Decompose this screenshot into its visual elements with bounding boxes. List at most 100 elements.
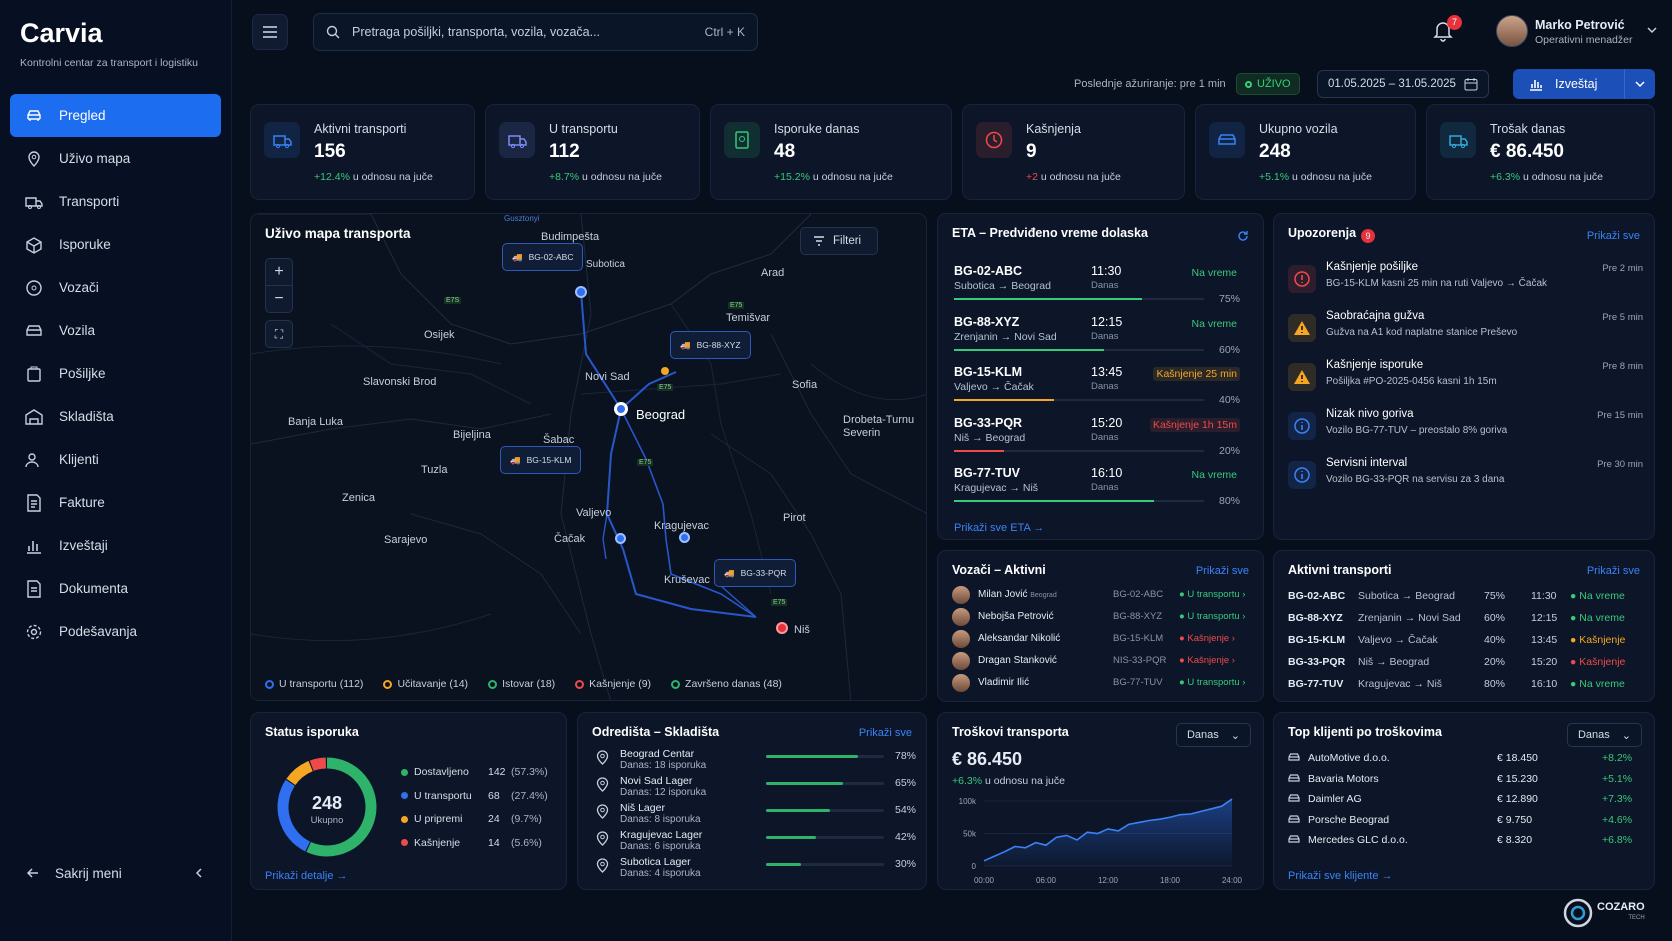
- sidebar-item-isporuke[interactable]: Isporuke: [10, 223, 221, 266]
- vehicle-marker[interactable]: [575, 286, 587, 298]
- kpi-card[interactable]: U transportu 112 +8.7% u odnosu na juče: [485, 104, 700, 200]
- clients-period-select[interactable]: Danas ⌄: [1566, 723, 1642, 747]
- costs-card: Troškovi transporta Danas ⌄ € 86.450 +6.3…: [937, 712, 1264, 890]
- donut-slice[interactable]: [309, 757, 327, 771]
- kpi-label: U transportu: [549, 122, 618, 136]
- driver-row[interactable]: Aleksandar Nikolić BG-15-KLM ● Kašnjenje ›: [952, 630, 1250, 650]
- active-transport-row[interactable]: BG-33-PQR Niš → Beograd 20% 15:20 ● Kašnjenj…: [1288, 653, 1643, 673]
- destination-row[interactable]: Novi Sad Lager Danas: 12 isporuka 65%: [596, 775, 916, 802]
- kpi-card[interactable]: Trošak danas € 86.450 +6.3% u odnosu na ju…: [1426, 104, 1655, 200]
- live-map-card[interactable]: Uživo mapa transporta Filteri + − ⛶ Budi…: [250, 213, 927, 701]
- chevron-down-icon[interactable]: [1635, 80, 1645, 88]
- destination-row[interactable]: Niš Lager Danas: 8 isporuka 54%: [596, 802, 916, 829]
- active-transport-row[interactable]: BG-88-XYZ Zrenjanin → Novi Sad 60% 12:15 ● N…: [1288, 609, 1643, 629]
- report-button[interactable]: Izveštaj: [1513, 69, 1655, 99]
- destination-row[interactable]: Subotica Lager Danas: 4 isporuka 30%: [596, 856, 916, 883]
- driver-status: ● U transportu ›: [1179, 677, 1246, 688]
- truck-tag[interactable]: 🚚 BG-02-ABC: [502, 243, 584, 271]
- driver-row[interactable]: Vladimir Ilić BG-77-TUV ● U transportu ›: [952, 674, 1250, 694]
- alert-item[interactable]: Kašnjenje isporuke Pošiljka #PO-2025-0456…: [1288, 359, 1643, 407]
- eta-row[interactable]: BG-88-XYZ Zrenjanin → Novi Sad 12:15 Danas N…: [954, 315, 1240, 365]
- eta-row[interactable]: BG-33-PQR Niš → Beograd 15:20 Danas Kašnjenj…: [954, 416, 1240, 466]
- truck-tag[interactable]: 🚚 BG-15-KLM: [500, 446, 582, 474]
- vehicle-marker[interactable]: [679, 532, 690, 543]
- eta-row[interactable]: BG-02-ABC Subotica → Beograd 11:30 Danas Na …: [954, 264, 1240, 314]
- map-filter-button[interactable]: Filteri: [800, 227, 878, 255]
- user-avatar[interactable]: [1496, 15, 1528, 47]
- costs-period-select[interactable]: Danas ⌄: [1175, 723, 1251, 747]
- client-row[interactable]: AutoMotive d.o.o. € 18.450 +8.2%: [1288, 749, 1643, 769]
- fullscreen-button[interactable]: ⛶: [265, 320, 293, 348]
- truck-tag[interactable]: 🚚 BG-88-XYZ: [670, 331, 751, 359]
- destinations-show-all-link[interactable]: Prikaži sve: [858, 727, 912, 739]
- eta-show-all-link[interactable]: Prikaži sve ETA →: [954, 522, 1045, 534]
- client-row[interactable]: Daimler AG € 12.890 +7.3%: [1288, 790, 1643, 810]
- active-transport-row[interactable]: BG-02-ABC Subotica → Beograd 75% 11:30 ● Na …: [1288, 587, 1643, 607]
- search-input[interactable]: Pretraga pošiljki, transporta, vozila, v…: [313, 13, 758, 51]
- legend-item[interactable]: Učitavanje (14): [383, 678, 468, 690]
- drivers-show-all-link[interactable]: Prikaži sve: [1195, 565, 1249, 577]
- driver-row[interactable]: Milan Jović Beograd BG-02-ABC ● U transpor…: [952, 586, 1250, 606]
- sidebar-item-fakture[interactable]: Fakture: [10, 481, 221, 524]
- legend-item[interactable]: Istovar (18): [488, 678, 555, 690]
- alert-item[interactable]: Kašnjenje pošiljke BG-15-KLM kasni 25 min…: [1288, 261, 1643, 309]
- donut-slice[interactable]: [306, 757, 377, 857]
- sidebar-item-posiljke[interactable]: Pošiljke: [10, 352, 221, 395]
- delay-marker[interactable]: [776, 622, 788, 634]
- eta-row[interactable]: BG-15-KLM Valjevo → Čačak 13:45 Danas Kašnje…: [954, 365, 1240, 415]
- menu-toggle-button[interactable]: [252, 14, 288, 50]
- clients-show-all-link[interactable]: Prikaži sve klijente →: [1288, 870, 1393, 882]
- sidebar-item-pregled[interactable]: Pregled: [10, 94, 221, 137]
- alert-item[interactable]: Saobraćajna gužva Gužva na A1 kod naplatn…: [1288, 310, 1643, 358]
- driver-row[interactable]: Dragan Stanković NIS-33-PQR ● Kašnjenje ›: [952, 652, 1250, 672]
- client-row[interactable]: Porsche Beograd € 9.750 +4.6%: [1288, 811, 1643, 831]
- driver-row[interactable]: Nebojša Petrović BG-88-XYZ ● U transportu …: [952, 608, 1250, 628]
- kpi-card[interactable]: Kašnjenja 9 +2 u odnosu na juče: [962, 104, 1185, 200]
- active-show-all-link[interactable]: Prikaži sve: [1586, 565, 1640, 577]
- invoice-icon: [25, 493, 43, 512]
- status-details-link[interactable]: Prikaži detalje →: [265, 870, 348, 882]
- donut-slice[interactable]: [286, 761, 313, 786]
- zoom-out-button[interactable]: −: [265, 285, 293, 313]
- hide-menu-button[interactable]: Sakrij meni: [25, 865, 205, 881]
- client-row[interactable]: Bavaria Motors € 15.230 +5.1%: [1288, 770, 1643, 790]
- sidebar-item-izvestaji[interactable]: Izveštaji: [10, 524, 221, 567]
- user-name[interactable]: Marko Petrović: [1535, 18, 1625, 32]
- alert-item[interactable]: Nizak nivo goriva Vozilo BG-77-TUV – preo…: [1288, 408, 1643, 456]
- truck-tag[interactable]: 🚚 BG-33-PQR: [714, 559, 797, 587]
- refresh-icon[interactable]: [1237, 230, 1249, 242]
- alerts-show-all-link[interactable]: Prikaži sve: [1586, 230, 1640, 242]
- zoom-in-button[interactable]: +: [265, 258, 293, 286]
- client-row[interactable]: Mercedes GLC d.o.o. € 8.320 +6.8%: [1288, 831, 1643, 851]
- sidebar-item-klijenti[interactable]: Klijenti: [10, 438, 221, 481]
- notifications-button[interactable]: [1433, 20, 1453, 42]
- active-transport-row[interactable]: BG-77-TUV Kragujevac → Niš 80% 16:10 ● Na vr…: [1288, 675, 1643, 695]
- sidebar-item-vozaci[interactable]: Vozači: [10, 266, 221, 309]
- vehicle-marker[interactable]: [615, 533, 626, 544]
- destination-row[interactable]: Kragujevac Lager Danas: 6 isporuka 42%: [596, 829, 916, 856]
- transport-eta: 12:15: [1531, 612, 1558, 624]
- loading-marker[interactable]: [661, 367, 669, 375]
- sidebar-item-skladista[interactable]: Skladišta: [10, 395, 221, 438]
- date-range-picker[interactable]: 01.05.2025 – 31.05.2025: [1317, 70, 1489, 98]
- legend-item[interactable]: Završeno danas (48): [671, 678, 782, 690]
- sidebar-item-dokumenta[interactable]: Dokumenta: [10, 567, 221, 610]
- active-transport-row[interactable]: BG-15-KLM Valjevo → Čačak 40% 13:45 ● Kašnje…: [1288, 631, 1643, 651]
- sidebar-item-podesavanja[interactable]: Podešavanja: [10, 610, 221, 653]
- kpi-card[interactable]: Isporuke danas 48 +15.2% u odnosu na juče: [710, 104, 952, 200]
- kpi-card[interactable]: Aktivni transporti 156 +12.4% u odnosu na …: [250, 104, 475, 200]
- alert-item[interactable]: Servisni interval Vozilo BG-33-PQR na ser…: [1288, 457, 1643, 505]
- eta-row[interactable]: BG-77-TUV Kragujevac → Niš 16:10 Danas Na vr…: [954, 466, 1240, 516]
- donut-slice[interactable]: [277, 779, 311, 852]
- kpi-card[interactable]: Ukupno vozila 248 +5.1% u odnosu na juče: [1195, 104, 1416, 200]
- chevron-down-icon[interactable]: [1647, 26, 1657, 34]
- sidebar-item-transporti[interactable]: Transporti: [10, 180, 221, 223]
- belgrade-marker[interactable]: [614, 402, 628, 416]
- destination-row[interactable]: Beograd Centar Danas: 18 isporuka 78%: [596, 748, 916, 775]
- car-icon: [1288, 773, 1300, 784]
- destination-percent: 42%: [894, 831, 916, 843]
- legend-item[interactable]: Kašnjenje (9): [575, 678, 651, 690]
- sidebar-item-uzivo-mapa[interactable]: Uživo mapa: [10, 137, 221, 180]
- sidebar-item-vozila[interactable]: Vozila: [10, 309, 221, 352]
- legend-item[interactable]: U transportu (112): [265, 678, 363, 690]
